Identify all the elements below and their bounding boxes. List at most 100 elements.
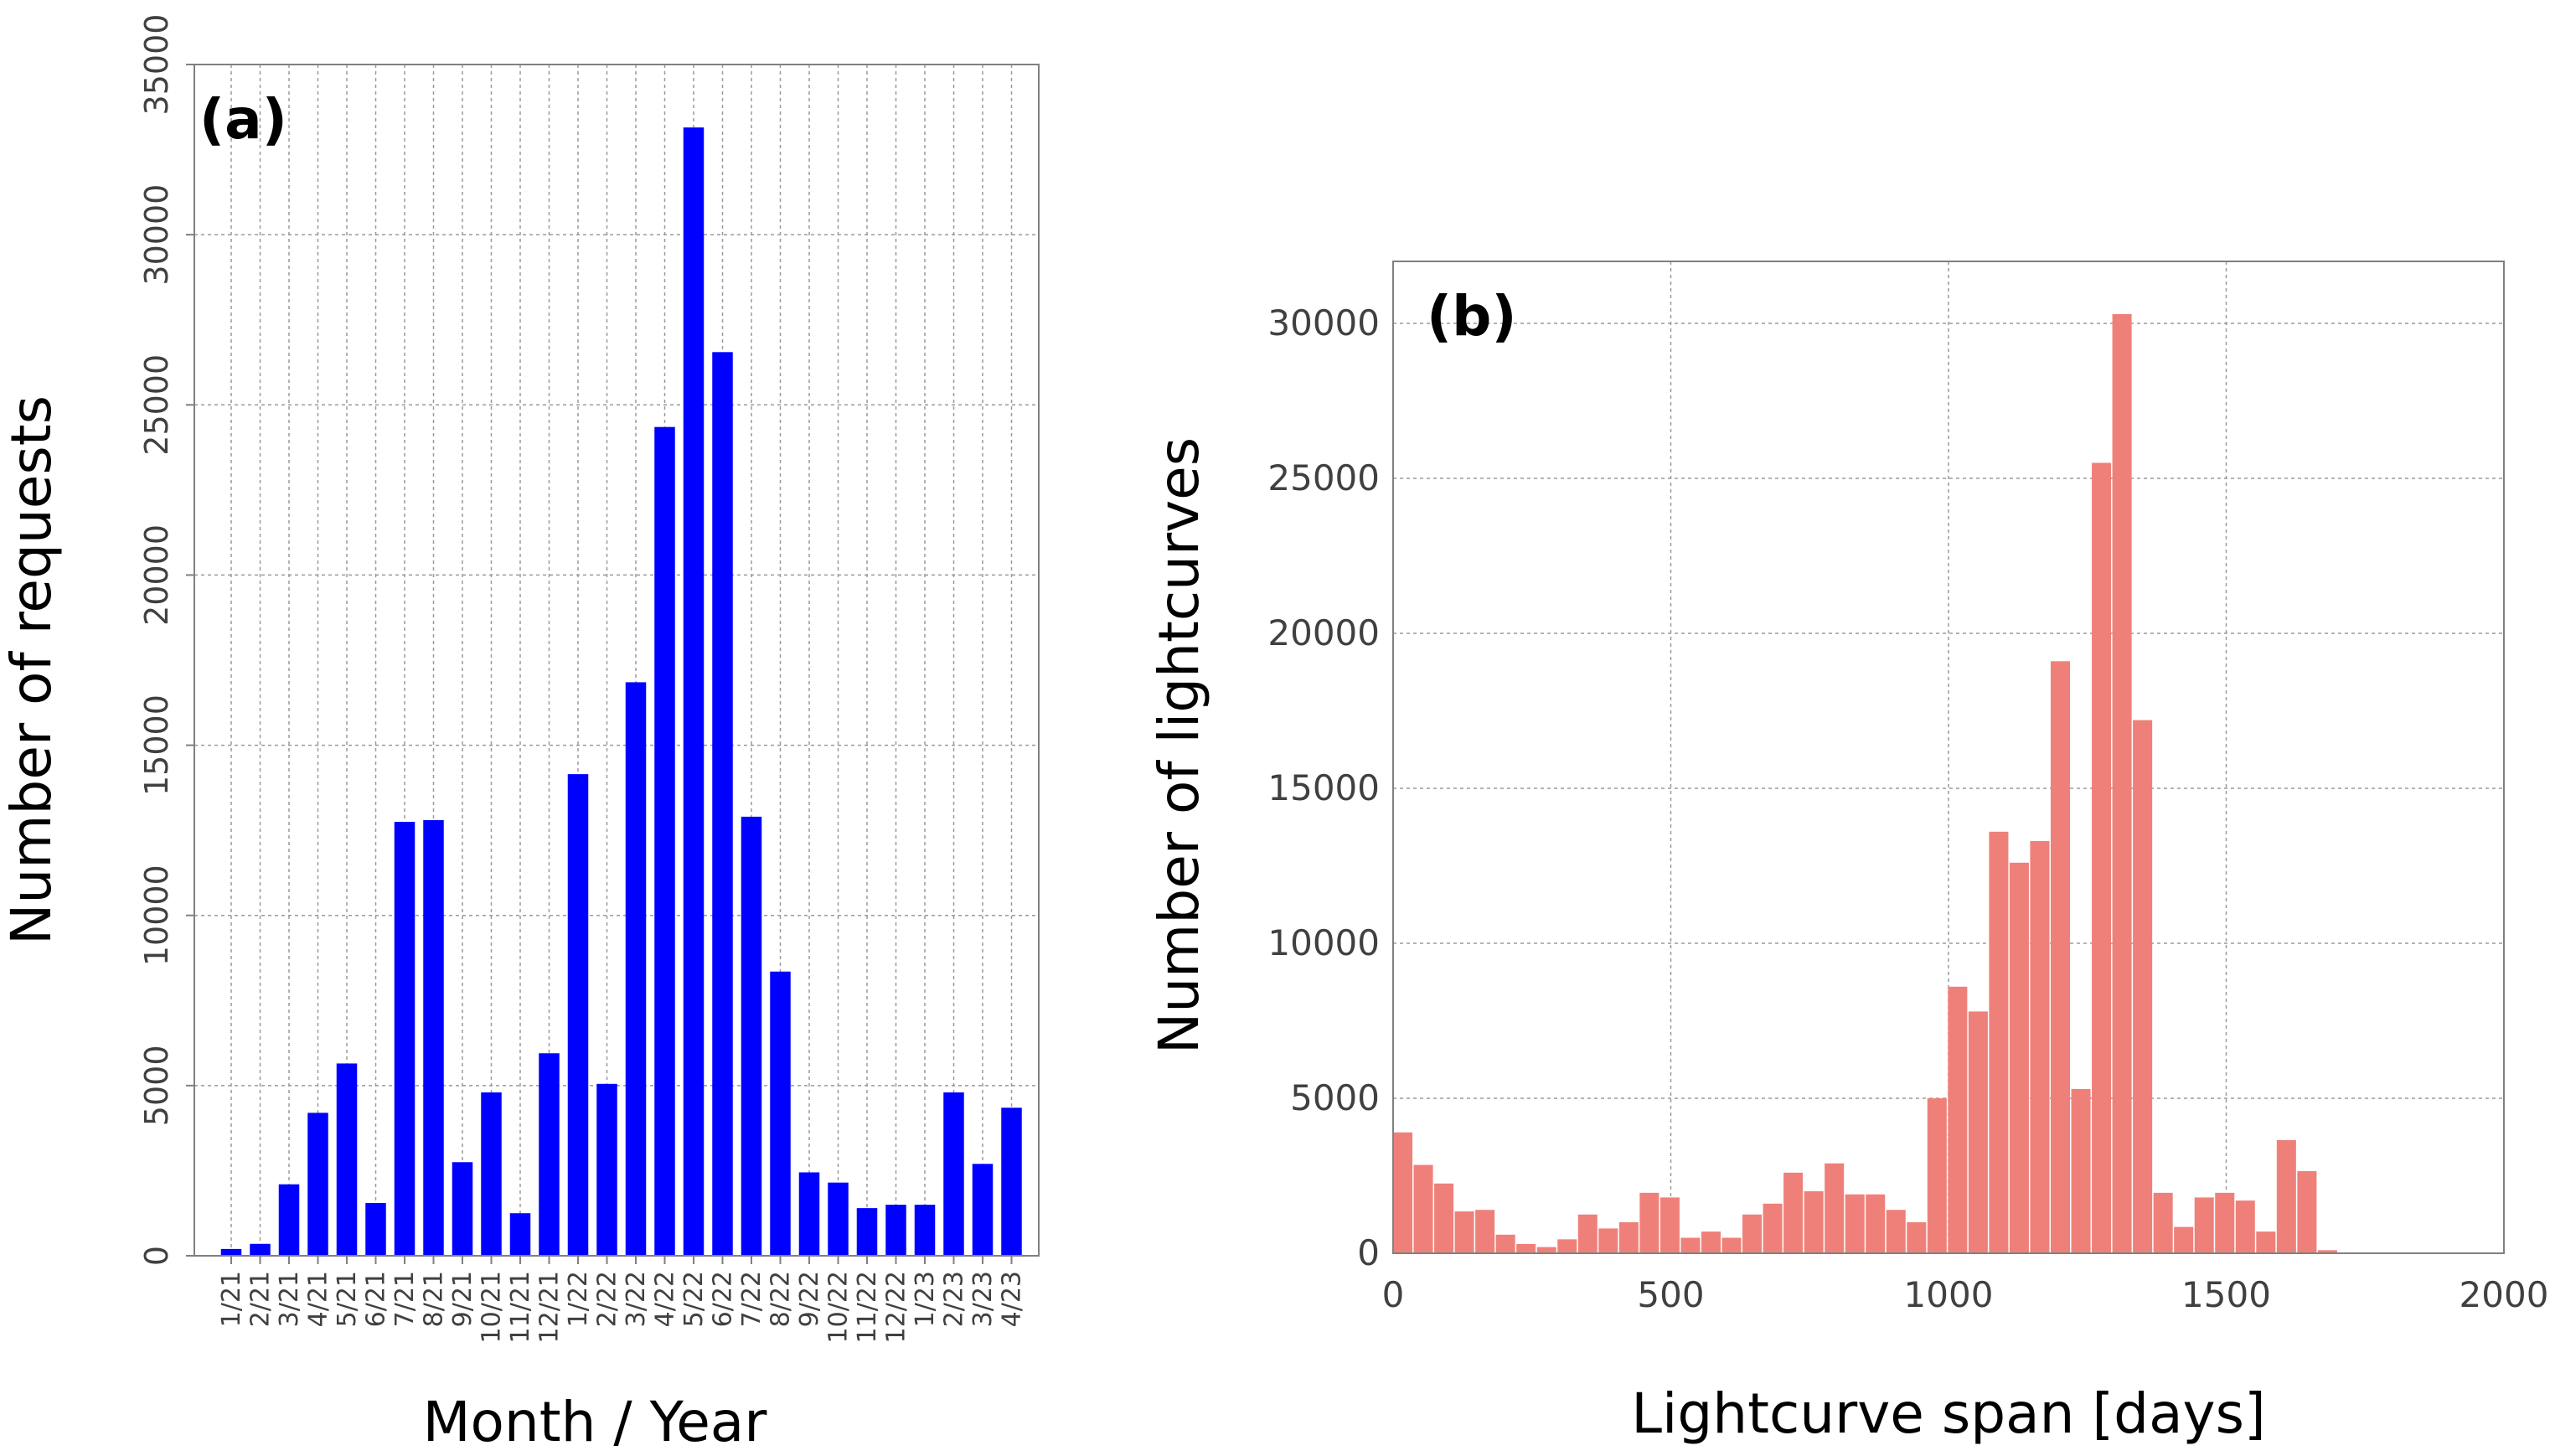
- panel-a-bar: [250, 1243, 271, 1256]
- panel-b-x-tick-labels: 0 500 1000 1500 2000: [1382, 1274, 2549, 1315]
- panel-b-y-tick-label: 15000: [1267, 767, 1380, 808]
- panel-b-histogram-bar: [1742, 1214, 1763, 1253]
- panel-a-x-tick-label: 5/21: [333, 1271, 362, 1327]
- panel-a-y-tick-label: 20000: [138, 524, 175, 626]
- panel-a-plot-frame: [194, 64, 1040, 1257]
- panel-a-bar: [712, 352, 733, 1257]
- panel-b-x-tick-label: 500: [1637, 1274, 1704, 1315]
- panel-b-y-tick-label: 30000: [1267, 302, 1380, 343]
- panel-b-histogram-bar: [1886, 1210, 1906, 1253]
- panel-b-histogram-bar: [2235, 1200, 2255, 1253]
- panel-b-lightcurve-histogram: 0 5000 10000 15000 20000 25000 30000 0 500 1000 1…: [1147, 261, 2548, 1446]
- panel-a-x-tick-label: 10/21: [477, 1271, 507, 1343]
- panel-b-y-tick-label: 5000: [1290, 1077, 1380, 1118]
- panel-a-x-tick-label: 5/22: [679, 1271, 709, 1327]
- panel-a-bar: [481, 1092, 502, 1256]
- panel-b-histogram-bar: [2009, 862, 2029, 1253]
- panel-b-histogram-bar: [1516, 1243, 1536, 1253]
- panel-a-x-tick-labels: 1/21 2/21 3/21 4/21 5/21 6/21 7/21 8/21 9/21 10/2…: [217, 1271, 1027, 1343]
- panel-a-x-tick-label: 12/21: [535, 1271, 565, 1343]
- panel-b-x-tick-label: 0: [1382, 1274, 1405, 1315]
- panel-a-y-tick-label: 5000: [138, 1045, 175, 1126]
- panel-a-y-axis-label: Number of requests: [0, 395, 64, 945]
- panel-a-x-tick-label: 11/21: [506, 1271, 535, 1343]
- panel-a-x-tick-label: 11/22: [853, 1271, 882, 1343]
- panel-a-x-tick-label: 9/21: [448, 1271, 477, 1327]
- panel-b-histogram-bars: [1393, 313, 2337, 1253]
- panel-b-histogram-bar: [1413, 1164, 1433, 1253]
- panel-a-bar: [307, 1113, 328, 1256]
- panel-a-y-tick-label: 25000: [138, 354, 175, 456]
- panel-b-x-tick-label: 1500: [2181, 1274, 2271, 1315]
- panel-a-y-tick-labels: 0 5000 10000 15000 20000 25000 30000 35000: [138, 14, 175, 1267]
- panel-b-histogram-bar: [2071, 1088, 2091, 1253]
- panel-a-x-tick-label: 2/21: [246, 1271, 276, 1327]
- panel-b-histogram-bar: [2215, 1192, 2235, 1253]
- panel-b-histogram-bar: [1454, 1211, 1474, 1253]
- panel-b-histogram-bar: [1495, 1234, 1515, 1253]
- panel-b-histogram-bar: [1659, 1197, 1680, 1253]
- panel-b-y-tick-labels: 0 5000 10000 15000 20000 25000 30000: [1267, 302, 1380, 1273]
- panel-b-histogram-bar: [1866, 1194, 1886, 1253]
- panel-a-x-tick-label: 10/22: [824, 1271, 854, 1343]
- panel-a-bar: [625, 682, 647, 1256]
- panel-b-histogram-bar: [1783, 1172, 1804, 1253]
- panel-a-x-tick-label: 7/22: [737, 1271, 766, 1327]
- panel-b-histogram-bar: [1845, 1194, 1865, 1253]
- panel-b-histogram-bar: [2112, 313, 2132, 1253]
- panel-b-histogram-bar: [1393, 1132, 1413, 1253]
- panel-a-x-tick-label: 9/22: [795, 1271, 824, 1327]
- panel-b-histogram-bar: [2256, 1231, 2276, 1253]
- panel-a-bar: [567, 774, 589, 1256]
- panel-b-histogram-bar: [1434, 1183, 1454, 1253]
- panel-b-histogram-bar: [1598, 1228, 1618, 1253]
- panel-a-bar: [220, 1248, 242, 1256]
- panel-b-histogram-bar: [2153, 1192, 2173, 1253]
- panel-b-histogram-bar: [1639, 1192, 1659, 1253]
- panel-a-bar: [423, 819, 444, 1256]
- panel-b-histogram-bar: [1927, 1098, 1947, 1253]
- panel-a-bar: [683, 127, 705, 1257]
- panel-a-bar: [365, 1203, 386, 1256]
- panel-a-x-tick-label: 4/23: [998, 1271, 1027, 1327]
- panel-a-y-tick-label: 0: [138, 1246, 175, 1266]
- panel-a-bar: [1001, 1107, 1022, 1256]
- panel-a-y-tick-label: 35000: [138, 14, 175, 116]
- panel-a-x-tick-label: 1/23: [911, 1271, 940, 1327]
- panel-a-requests-chart: 0 5000 10000 15000 20000 25000 30000 35000 1/21…: [0, 14, 1040, 1454]
- panel-b-histogram-bar: [2030, 840, 2050, 1253]
- panel-a-bar: [914, 1205, 936, 1256]
- panel-b-y-tick-label: 0: [1357, 1232, 1380, 1273]
- panel-b-histogram-bar: [2297, 1170, 2317, 1253]
- panel-a-bar: [539, 1053, 560, 1256]
- panel-b-histogram-bar: [1804, 1191, 1824, 1253]
- panel-a-x-tick-label: 3/22: [622, 1271, 651, 1327]
- panel-b-histogram-bar: [2174, 1226, 2194, 1253]
- panel-a-bar: [654, 426, 675, 1256]
- panel-a-y-tick-label: 30000: [138, 184, 175, 286]
- panel-b-histogram-bar: [2050, 661, 2071, 1253]
- panel-a-bar: [943, 1092, 964, 1256]
- panel-a-bar: [394, 821, 416, 1256]
- panel-b-x-tick-label: 2000: [2460, 1274, 2549, 1315]
- panel-a-x-tick-label: 4/22: [651, 1271, 680, 1327]
- panel-b-plot-frame: [1392, 261, 2505, 1254]
- panel-b-histogram-bar: [1536, 1247, 1556, 1253]
- panel-a-x-tick-label: 12/22: [882, 1271, 911, 1343]
- panel-b-histogram-bar: [2194, 1197, 2214, 1253]
- panel-a-bar: [336, 1063, 358, 1256]
- panel-a-y-tick-label: 15000: [138, 694, 175, 796]
- panel-a-x-tick-label: 3/21: [275, 1271, 304, 1327]
- panel-a-bar: [278, 1184, 300, 1256]
- panel-b-histogram-bar: [1680, 1237, 1701, 1253]
- panel-a-x-tick-label: 2/23: [940, 1271, 969, 1327]
- panel-b-histogram-bar: [1968, 1011, 1988, 1253]
- panel-a-x-tick-label: 8/21: [420, 1271, 449, 1327]
- panel-b-histogram-bar: [2276, 1139, 2296, 1253]
- panel-a-x-tick-label: 8/22: [766, 1271, 796, 1327]
- panel-b-histogram-bar: [1825, 1163, 1845, 1253]
- panel-b-histogram-bar: [2133, 720, 2153, 1253]
- panel-b-y-tick-label: 10000: [1267, 922, 1380, 963]
- panel-a-x-tick-label: 2/22: [593, 1271, 622, 1327]
